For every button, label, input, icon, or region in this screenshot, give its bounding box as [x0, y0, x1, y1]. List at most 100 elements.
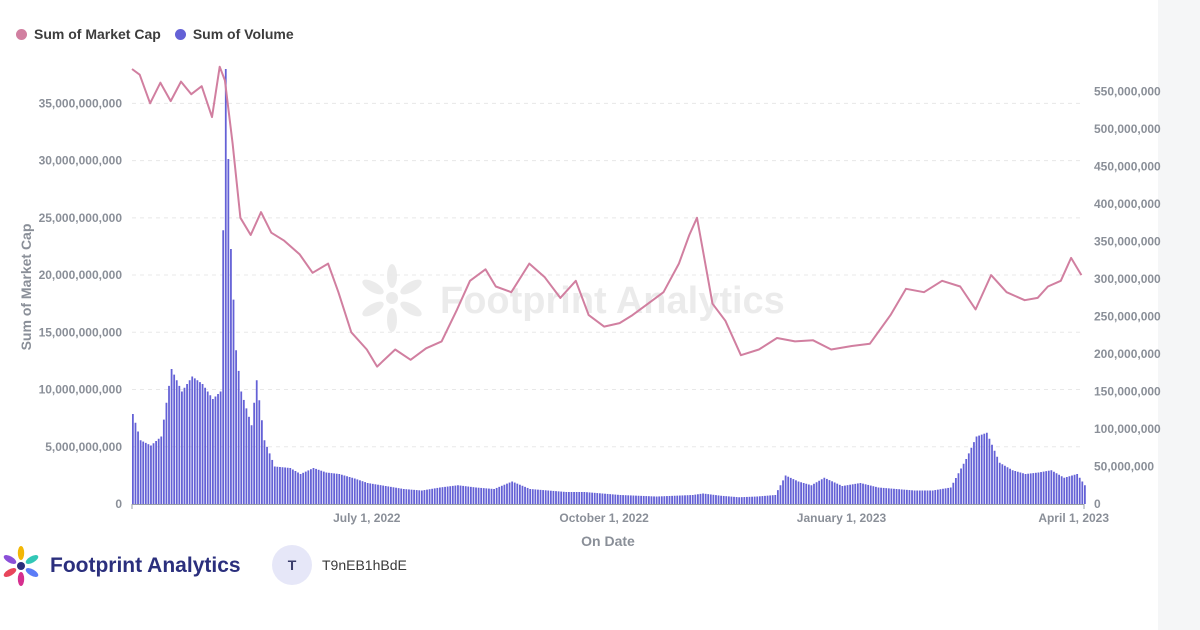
volume-bar [1019, 472, 1022, 504]
volume-bar [485, 488, 488, 504]
volume-bar [877, 487, 880, 504]
volume-bar [836, 483, 839, 504]
volume-bar [260, 420, 263, 504]
volume-bar [965, 459, 968, 504]
volume-bar [493, 489, 495, 504]
volume-bar [949, 487, 952, 504]
x-tick-label: July 1, 2022 [333, 511, 401, 525]
volume-bar [191, 376, 194, 504]
volume-bar [931, 490, 934, 504]
volume-bar [384, 486, 387, 504]
volume-bar [139, 440, 142, 504]
volume-bar [681, 495, 684, 504]
volume-bar [441, 487, 444, 504]
volume-bar [1027, 473, 1030, 504]
volume-bar [1016, 471, 1019, 504]
volume-bar [451, 485, 454, 504]
volume-bar [686, 495, 689, 504]
volume-bar [758, 496, 761, 504]
volume-bar [985, 432, 988, 504]
volume-bar [500, 485, 503, 504]
volume-bar [534, 489, 537, 504]
volume-bar [400, 488, 403, 504]
volume-bar [132, 414, 134, 504]
volume-bar [240, 391, 243, 504]
volume-bar [784, 475, 787, 504]
volume-bar [405, 489, 408, 504]
x-tick-label: April 1, 2023 [1038, 511, 1109, 525]
volume-bar [222, 230, 225, 504]
volume-bar [312, 468, 315, 504]
volume-bar [570, 492, 573, 504]
volume-bar [147, 444, 150, 504]
volume-bar [346, 476, 348, 504]
volume-bar [348, 477, 351, 504]
volume-bar [325, 472, 328, 504]
volume-bar [433, 488, 436, 504]
volume-bar [235, 350, 237, 504]
volume-bar [186, 384, 188, 504]
volume-bar [604, 493, 606, 504]
volume-bar [918, 490, 921, 504]
volume-bar [188, 380, 191, 504]
volume-bar [253, 402, 256, 504]
volume-bar [586, 492, 588, 504]
volume-bar [872, 486, 875, 504]
volume-bar [537, 489, 539, 504]
y-tick-label-right: 350,000,000 [1094, 235, 1161, 249]
volume-bar [980, 434, 983, 504]
user-chip[interactable]: T T9nEB1hBdE [272, 545, 407, 585]
volume-bar [991, 444, 993, 504]
volume-bar [955, 478, 957, 504]
volume-bar [967, 453, 970, 504]
volume-bar [1053, 471, 1055, 504]
volume-bar [562, 491, 565, 504]
volume-bar [482, 488, 485, 504]
volume-bar [962, 463, 965, 504]
volume-bar [725, 496, 728, 504]
volume-bar [903, 489, 906, 504]
footer-brand[interactable]: Footprint Analytics [0, 545, 241, 587]
volume-bar [815, 482, 818, 504]
volume-bar [650, 496, 653, 504]
volume-bar [531, 489, 534, 504]
chart-legend: Sum of Market Cap Sum of Volume [16, 26, 294, 42]
volume-bar [462, 485, 465, 504]
volume-bar [717, 495, 720, 504]
legend-item-volume[interactable]: Sum of Volume [174, 26, 294, 42]
volume-bar [1060, 476, 1063, 504]
volume-bar [162, 419, 165, 504]
volume-bar [1063, 477, 1066, 504]
volume-bar [645, 496, 648, 504]
volume-bar [859, 483, 862, 504]
volume-bars [132, 69, 1086, 504]
volume-bar [952, 482, 955, 504]
volume-bar [575, 492, 578, 504]
y-tick-label-right: 550,000,000 [1094, 85, 1161, 99]
legend-item-market-cap[interactable]: Sum of Market Cap [16, 26, 161, 42]
volume-bar [921, 490, 924, 504]
volume-bar [1037, 472, 1040, 504]
volume-bar [697, 494, 699, 504]
volume-bar [276, 466, 279, 504]
volume-bar [624, 495, 627, 504]
volume-bar [753, 496, 756, 504]
volume-bar [175, 380, 178, 504]
volume-bar [183, 387, 186, 504]
volume-bar [503, 484, 506, 504]
volume-bar [511, 481, 514, 504]
volume-bar [735, 497, 738, 504]
volume-bar [666, 496, 668, 504]
volume-bar [513, 482, 516, 504]
volume-bar [823, 477, 826, 504]
volume-bar [807, 484, 810, 504]
volume-bar [957, 473, 960, 504]
volume-bar [647, 496, 650, 504]
volume-bar [402, 489, 405, 504]
volume-bar [715, 495, 717, 504]
volume-bar [237, 370, 240, 504]
volume-bar [1004, 465, 1006, 504]
volume-bar [552, 490, 555, 504]
volume-bar [678, 495, 681, 504]
